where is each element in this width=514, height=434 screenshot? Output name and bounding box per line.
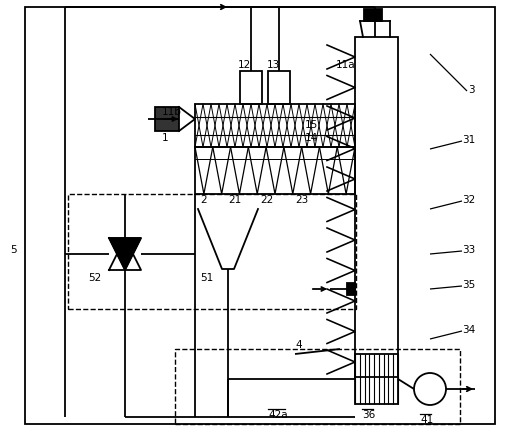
Text: 51: 51 [200,273,213,283]
Text: 5: 5 [10,244,16,254]
Bar [364,10,382,22]
Text: 13: 13 [267,60,280,70]
Polygon shape [109,238,141,270]
Text: 23: 23 [295,194,308,204]
Bar [355,354,398,404]
Bar [68,194,356,309]
Bar [240,72,262,105]
Text: 34: 34 [462,324,475,334]
Text: 22: 22 [260,194,273,204]
Bar [268,72,290,105]
Text: 14: 14 [305,133,318,143]
Text: 4: 4 [295,339,302,349]
Text: 52: 52 [88,273,101,283]
Text: 35: 35 [462,279,475,289]
Bar [195,105,355,148]
Bar [155,108,179,132]
Text: 11a: 11a [336,60,356,70]
Bar [175,349,460,424]
Text: 3: 3 [468,85,474,95]
Text: 2: 2 [200,194,207,204]
Text: 32: 32 [462,194,475,204]
Text: 42a: 42a [268,409,288,419]
Text: 12: 12 [238,60,251,70]
Text: 1: 1 [162,133,169,143]
Bar [355,38,398,377]
Text: 33: 33 [462,244,475,254]
Text: 36: 36 [362,409,375,419]
Text: 31: 31 [462,135,475,145]
Text: 15: 15 [305,120,318,130]
Text: 41: 41 [420,414,433,424]
Text: 11b: 11b [162,107,182,117]
Text: 21: 21 [228,194,241,204]
Bar [195,148,355,194]
Bar [347,283,355,295]
